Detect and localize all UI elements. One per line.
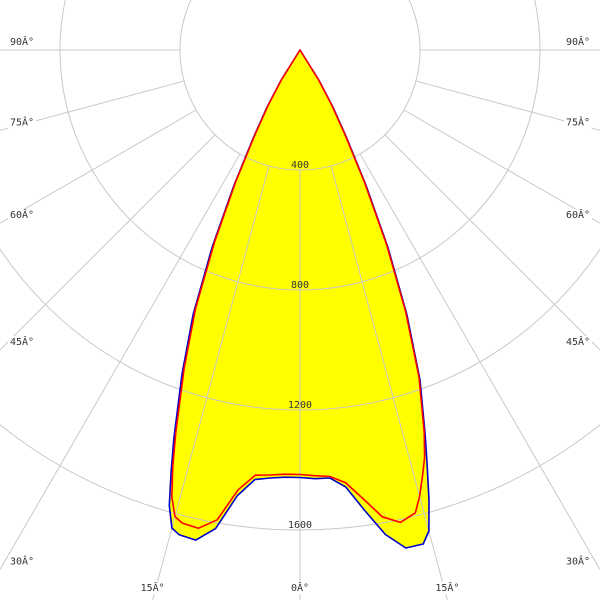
label-bg: [564, 336, 592, 348]
grid-line: [330, 165, 448, 600]
label-bg: [564, 36, 592, 48]
label-bg: [8, 36, 36, 48]
angle-label: 75Â°: [566, 115, 590, 128]
grid-line: [0, 153, 241, 570]
angle-label: 45Â°: [10, 335, 34, 348]
grid-line: [403, 109, 600, 224]
angle-label: 60Â°: [566, 208, 590, 221]
angle-label: 90Â°: [10, 35, 34, 48]
r-tick-label: 1600: [288, 520, 312, 531]
label-bg: [564, 555, 592, 568]
grid-line: [359, 153, 600, 570]
labels: 90Â° 75Â° 60Â° 45Â° 30Â° 15Â° 0Â° 15Â° 30Â° 45Â° 6…: [8, 35, 592, 594]
area: [169, 50, 430, 548]
area-layer: [169, 50, 430, 548]
grid-line: [0, 134, 216, 351]
angle-label: 30Â°: [10, 555, 34, 568]
curve: [171, 49, 426, 530]
label-bg: [286, 582, 314, 594]
label-bg: [8, 336, 36, 348]
label-bg: [433, 582, 462, 594]
angle-label: 0Â°: [291, 581, 309, 594]
angle-label: 60Â°: [10, 208, 34, 221]
r-tick-label: 400: [291, 160, 309, 171]
label-bg: [138, 582, 167, 594]
label-bg: [564, 116, 592, 129]
label-bg: [8, 116, 36, 129]
label-bg: [8, 555, 36, 568]
angle-label: 30Â°: [566, 555, 590, 568]
r-tick-label: 1200: [288, 400, 312, 411]
r-tick-label: 800: [291, 280, 309, 291]
angle-label: 90Â°: [566, 35, 590, 48]
grid-line: [384, 134, 600, 351]
angle-label: 75Â°: [10, 115, 34, 128]
angle-label: 15Â°: [435, 581, 459, 594]
label-bg: [8, 209, 36, 222]
angle-label: 15Â°: [141, 581, 165, 594]
angle-label: 45Â°: [566, 335, 590, 348]
data: [168, 49, 430, 549]
grid-line: [0, 109, 197, 224]
label-bg: [564, 209, 592, 222]
